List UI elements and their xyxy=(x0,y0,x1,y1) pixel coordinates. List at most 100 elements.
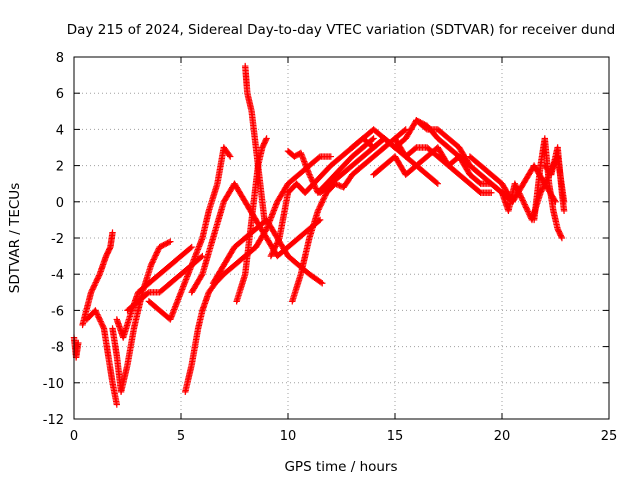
data-point xyxy=(149,257,157,265)
data-point xyxy=(523,205,530,212)
data-marks xyxy=(70,62,568,408)
y-tick-label: -6 xyxy=(51,304,64,319)
data-point xyxy=(268,251,275,258)
data-point xyxy=(89,284,97,292)
data-point xyxy=(268,250,276,257)
x-axis-title: GPS time / hours xyxy=(284,459,397,475)
data-point xyxy=(524,206,531,214)
data-point xyxy=(333,181,340,188)
data-point xyxy=(100,323,107,331)
y-tick-label: -8 xyxy=(51,341,64,356)
data-point xyxy=(95,272,103,279)
data-point xyxy=(274,238,281,246)
data-point xyxy=(226,152,233,159)
data-point xyxy=(541,181,548,188)
data-point xyxy=(322,192,329,199)
data-point xyxy=(307,174,314,181)
data-point xyxy=(321,193,328,201)
data-point xyxy=(511,180,519,187)
data-point xyxy=(263,135,270,142)
data-point xyxy=(275,236,282,243)
series-arc-24 xyxy=(530,135,566,242)
data-point xyxy=(370,135,377,142)
series-arc-21 xyxy=(413,117,516,205)
data-point xyxy=(315,206,322,213)
data-point xyxy=(306,171,313,178)
x-tick-label: 25 xyxy=(601,429,618,444)
data-point xyxy=(94,312,102,320)
data-point xyxy=(165,239,173,246)
data-point xyxy=(97,318,104,325)
y-tick-label: 2 xyxy=(56,160,64,175)
data-point xyxy=(271,244,279,251)
series-arc-3 xyxy=(83,307,120,408)
data-point xyxy=(153,250,160,258)
data-point xyxy=(94,311,101,318)
data-point xyxy=(151,254,158,262)
data-point xyxy=(516,191,524,199)
series-arc-9 xyxy=(188,180,324,296)
data-point xyxy=(88,287,95,295)
data-point xyxy=(309,178,316,185)
data-point xyxy=(261,216,268,224)
data-point xyxy=(94,275,101,282)
data-point xyxy=(312,183,319,191)
data-point xyxy=(262,136,270,143)
data-point xyxy=(317,279,325,286)
y-tick-label: 0 xyxy=(56,196,64,211)
data-point xyxy=(308,175,315,183)
grid xyxy=(74,57,609,419)
data-point xyxy=(488,189,495,196)
data-point xyxy=(150,256,157,263)
series-arc-16 xyxy=(289,126,409,305)
y-tick-label: -12 xyxy=(43,413,64,428)
data-point xyxy=(92,307,99,314)
y-tick-label: -10 xyxy=(43,377,64,392)
data-point xyxy=(227,153,234,160)
data-point xyxy=(519,197,526,204)
data-point xyxy=(311,182,318,189)
data-point xyxy=(558,234,566,242)
data-point xyxy=(154,248,161,255)
data-point xyxy=(149,259,156,266)
data-point xyxy=(521,201,528,208)
data-point xyxy=(513,184,521,192)
series-arc-4 xyxy=(109,238,174,396)
data-point xyxy=(518,195,526,203)
data-point xyxy=(93,276,101,283)
data-point xyxy=(93,309,100,317)
data-point xyxy=(319,280,326,287)
data-point xyxy=(308,177,316,184)
data-point xyxy=(512,181,519,189)
data-point xyxy=(310,181,318,188)
data-point xyxy=(92,308,100,315)
data-point xyxy=(541,179,549,187)
data-point xyxy=(401,127,408,134)
data-point xyxy=(310,179,317,187)
data-point xyxy=(515,188,522,196)
data-point xyxy=(147,261,155,269)
data-point xyxy=(109,229,116,236)
data-point xyxy=(99,322,106,329)
data-point xyxy=(327,153,334,160)
data-point xyxy=(91,280,99,288)
data-point xyxy=(95,314,102,321)
data-point xyxy=(93,277,100,285)
data-point xyxy=(90,283,97,290)
data-point xyxy=(306,172,314,180)
data-point xyxy=(92,279,99,286)
data-point xyxy=(113,401,120,408)
data-point xyxy=(558,233,565,240)
data-point xyxy=(514,186,521,193)
data-point xyxy=(272,243,279,250)
data-point xyxy=(540,182,548,189)
x-tick-label: 15 xyxy=(387,429,404,444)
y-tick-label: -2 xyxy=(51,232,64,247)
data-point xyxy=(148,260,155,267)
y-tick-label: -4 xyxy=(51,268,64,283)
series-arc-12 xyxy=(242,62,268,224)
x-tick-label: 20 xyxy=(494,429,511,444)
data-point xyxy=(106,245,113,252)
data-point xyxy=(96,316,104,324)
series-arc-6 xyxy=(124,252,206,314)
